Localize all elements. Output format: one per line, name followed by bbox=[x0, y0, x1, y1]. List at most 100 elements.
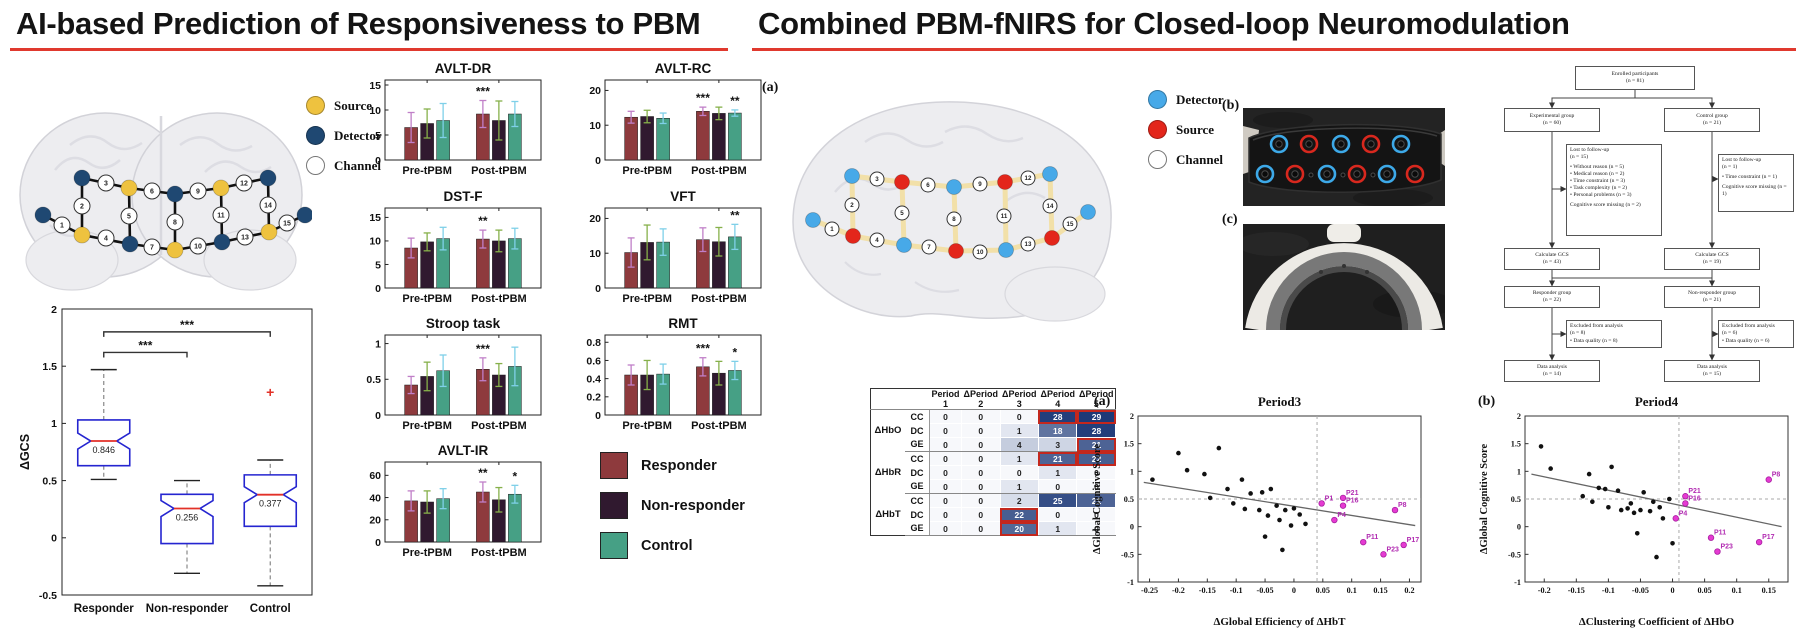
channel-number: 4 bbox=[104, 236, 108, 243]
y-tick-label: -0.5 bbox=[1508, 550, 1521, 559]
legend-item: Detector bbox=[1148, 90, 1268, 109]
y-tick-label: 0.6 bbox=[586, 355, 601, 367]
y-tick-label: -0.5 bbox=[39, 590, 57, 602]
data-point bbox=[1586, 471, 1592, 477]
data-point bbox=[1650, 499, 1656, 505]
channel-number: 13 bbox=[241, 235, 249, 242]
row-group-label: ΔHbO bbox=[870, 409, 905, 452]
channel-node bbox=[73, 197, 91, 215]
data-point bbox=[1150, 477, 1155, 482]
channel-number: 2 bbox=[850, 202, 854, 209]
y-tick-label: 10 bbox=[369, 236, 381, 248]
highlighted-data-point bbox=[1339, 502, 1347, 509]
flowchart-box-excluded-left: Excluded from analysis (n = 8) • Data qual… bbox=[1566, 320, 1662, 348]
brain-lateral-illustration bbox=[792, 101, 1112, 322]
channel-number: 14 bbox=[1047, 203, 1054, 210]
y-tick-label: 1 bbox=[1517, 467, 1521, 476]
row-group-label: ΔHbR bbox=[870, 451, 905, 494]
highlighted-data-point bbox=[1682, 493, 1689, 500]
chart-title: DST-F bbox=[444, 189, 483, 204]
channel-number: 1 bbox=[830, 226, 834, 233]
flowchart-text-line: (n = 43) bbox=[1542, 259, 1562, 265]
channel-node bbox=[212, 206, 230, 224]
scatter-a-label: (a) bbox=[1094, 394, 1111, 409]
data-point bbox=[1609, 464, 1614, 470]
data-point bbox=[1618, 507, 1624, 513]
y-tick-label: 1.5 bbox=[1124, 440, 1134, 449]
data-point bbox=[1207, 495, 1213, 501]
source-node bbox=[120, 179, 138, 197]
legend-item: Non-responder bbox=[600, 492, 760, 519]
legend-label: Source bbox=[1176, 121, 1215, 137]
legend-label: Responder bbox=[641, 457, 717, 474]
headband-side-photo bbox=[1243, 224, 1445, 330]
value-cell: 0 bbox=[928, 437, 963, 452]
flowchart-text-line: • Time constraint (n = 3) bbox=[1570, 177, 1625, 184]
flowchart-box-excluded-right: Excluded from analysis (n = 6) • Data qual… bbox=[1718, 320, 1794, 348]
flow-connector bbox=[1549, 90, 1636, 109]
montage-legend: Detector Source Channel bbox=[1148, 90, 1268, 180]
highlighted-data-point bbox=[1400, 541, 1407, 549]
x-tick-label: Post-tPBM bbox=[471, 165, 527, 177]
y-tick-label: 0 bbox=[51, 533, 57, 545]
detector-node bbox=[34, 206, 52, 224]
flowchart-text-line: (n = 22) bbox=[1542, 297, 1562, 303]
flowchart-text-line: (n = 15) bbox=[1570, 153, 1589, 160]
value-cell: 0 bbox=[961, 479, 1001, 494]
channel-node bbox=[259, 196, 277, 214]
channel-node bbox=[946, 211, 962, 227]
period3-scatter-chart: -0.25 -0.2 -0.15 -0.1 -0.05 0 0.05 0.1 0.15 0.2 -1… bbox=[1092, 394, 1422, 628]
channel-node bbox=[189, 237, 207, 255]
point-label: P23 bbox=[1720, 544, 1733, 551]
channel-number: 5 bbox=[127, 214, 131, 221]
detector-node bbox=[946, 179, 962, 195]
value-cell: 0 bbox=[928, 409, 963, 424]
value-cell: 21 bbox=[1037, 451, 1078, 466]
point-label: P4 bbox=[1679, 510, 1688, 517]
group-color-legend: Responder Non-responder Control bbox=[600, 452, 760, 572]
metric-label: DC bbox=[905, 465, 930, 480]
flowchart-text-line: • Time constraint (n = 1) bbox=[1722, 173, 1777, 180]
highlighted-data-point bbox=[1682, 500, 1689, 507]
y-tick-label: 1 bbox=[375, 338, 381, 350]
outlier-marker: + bbox=[266, 384, 274, 400]
highlighted-data-point bbox=[1380, 551, 1387, 558]
data-point bbox=[1248, 491, 1253, 496]
x-tick-label: -0.15 bbox=[1199, 586, 1216, 595]
value-cell: 0 bbox=[928, 479, 963, 494]
value-cell: 18 bbox=[1037, 423, 1078, 438]
y-tick-label: 0.2 bbox=[586, 392, 601, 404]
flowchart-text-line: (n = 21) bbox=[1702, 120, 1722, 126]
data-point bbox=[1242, 506, 1248, 512]
metrics-table: Period 1 ΔPeriod 2 ΔPeriod 3 ΔPeriod 4 ΔPeri… bbox=[870, 388, 1117, 536]
legend-label: Channel bbox=[1176, 151, 1223, 167]
legend-label: Source bbox=[334, 97, 373, 113]
y-tick-label: 20 bbox=[589, 85, 601, 97]
channel-node bbox=[235, 174, 253, 192]
x-tick-label: -0.15 bbox=[1568, 586, 1585, 595]
highlighted-data-point bbox=[1331, 516, 1338, 524]
y-tick-label: 0 bbox=[595, 410, 601, 422]
x-tick-label: Control bbox=[250, 603, 291, 615]
value-cell: 0 bbox=[928, 493, 963, 508]
data-point bbox=[1580, 493, 1586, 499]
data-point bbox=[1538, 444, 1544, 449]
value-cell: 1 bbox=[999, 479, 1039, 494]
x-tick-label: Pre-tPBM bbox=[622, 293, 672, 305]
x-tick-label: Pre-tPBM bbox=[402, 165, 452, 177]
y-tick-label: 2 bbox=[1517, 412, 1521, 421]
metric-label: GE bbox=[905, 521, 930, 536]
chart-title: Stroop task bbox=[426, 316, 501, 331]
bar bbox=[656, 118, 670, 161]
metric-label: CC bbox=[905, 493, 930, 508]
data-point bbox=[1602, 486, 1608, 492]
value-cell: 0 bbox=[1076, 521, 1117, 536]
flowchart-text-line: Non-responder group bbox=[1687, 290, 1736, 297]
row-group-label: ΔHbT bbox=[870, 493, 905, 536]
significance-marker: ** bbox=[730, 208, 740, 222]
highlighted-data-point bbox=[1318, 500, 1325, 507]
channel-number: 12 bbox=[1025, 175, 1032, 182]
point-label: P21 bbox=[1688, 488, 1701, 495]
vft-chart: 0 10 20 Pre-tPBM Post-tPBM ** VFT bbox=[589, 189, 762, 305]
